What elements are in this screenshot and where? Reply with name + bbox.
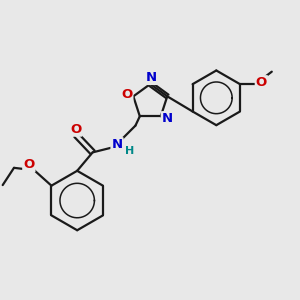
Text: N: N bbox=[111, 138, 123, 151]
Text: N: N bbox=[146, 71, 157, 84]
Text: N: N bbox=[162, 112, 173, 125]
Text: O: O bbox=[121, 88, 132, 101]
Text: O: O bbox=[70, 123, 81, 136]
Text: O: O bbox=[23, 158, 34, 171]
Text: H: H bbox=[125, 146, 134, 156]
Text: O: O bbox=[256, 76, 267, 89]
